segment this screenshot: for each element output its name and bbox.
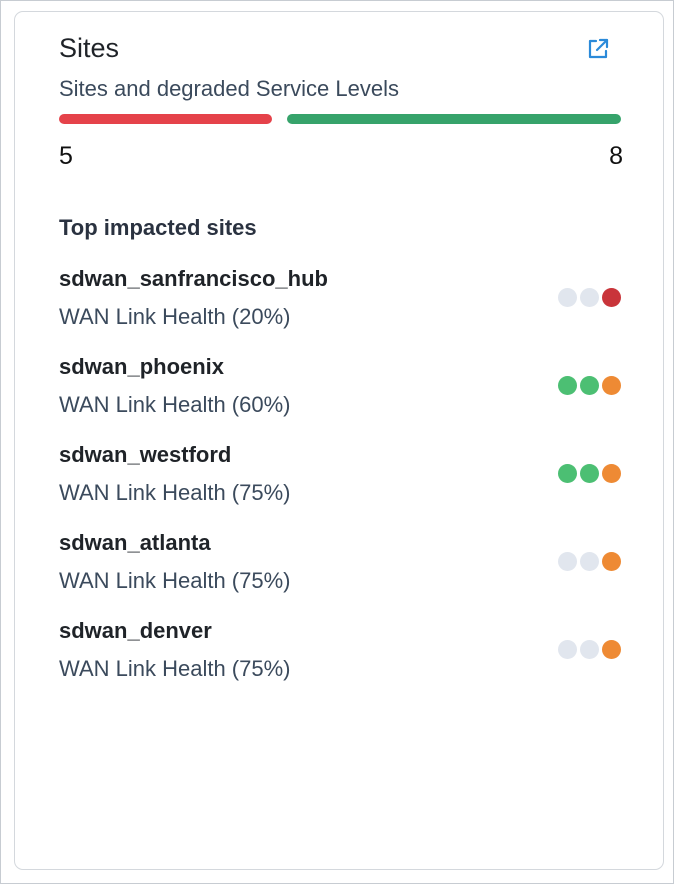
healthy-count: 8 <box>609 142 623 170</box>
site-name: sdwan_phoenix <box>59 354 225 379</box>
card-title: Sites <box>59 33 120 63</box>
status-dot <box>580 464 599 483</box>
status-dot <box>558 640 577 659</box>
service-level-indicator <box>558 552 621 572</box>
sites-card: Sites Sites and degraded Service Levels … <box>14 11 664 870</box>
external-link-icon[interactable] <box>585 36 611 62</box>
service-level-indicator <box>558 464 621 484</box>
status-dot <box>602 640 621 659</box>
site-list-item[interactable]: sdwan_phoenix WAN Link Health (60%) <box>59 354 623 442</box>
site-name: sdwan_sanfrancisco_hub <box>59 266 328 291</box>
impacted-site-list: sdwan_sanfrancisco_hub WAN Link Health (2… <box>59 266 623 706</box>
healthy-sites-bar <box>287 114 621 124</box>
status-dot <box>602 288 621 307</box>
site-name: sdwan_denver <box>59 618 212 643</box>
site-name: sdwan_atlanta <box>59 530 211 555</box>
site-list-item[interactable]: sdwan_denver WAN Link Health (75%) <box>59 618 623 706</box>
status-dot <box>580 552 599 571</box>
site-metric: WAN Link Health (75%) <box>59 480 291 505</box>
status-dot <box>602 464 621 483</box>
status-dot <box>602 552 621 571</box>
status-dot <box>558 552 577 571</box>
card-subtitle: Sites and degraded Service Levels <box>59 76 399 101</box>
status-dot <box>558 464 577 483</box>
site-metric: WAN Link Health (75%) <box>59 656 291 681</box>
service-level-indicator <box>558 288 621 308</box>
site-list-item[interactable]: sdwan_westford WAN Link Health (75%) <box>59 442 623 530</box>
service-level-indicator <box>558 640 621 660</box>
site-list-item[interactable]: sdwan_atlanta WAN Link Health (75%) <box>59 530 623 618</box>
status-dot <box>602 376 621 395</box>
site-name: sdwan_westford <box>59 442 232 467</box>
degraded-sites-bar <box>59 114 272 124</box>
status-dot <box>558 376 577 395</box>
status-dot <box>580 288 599 307</box>
site-metric: WAN Link Health (20%) <box>59 304 291 329</box>
status-dot <box>580 640 599 659</box>
degraded-count: 5 <box>59 142 73 170</box>
service-level-indicator <box>558 376 621 396</box>
site-metric: WAN Link Health (60%) <box>59 392 291 417</box>
status-dot <box>558 288 577 307</box>
site-list-item[interactable]: sdwan_sanfrancisco_hub WAN Link Health (2… <box>59 266 623 354</box>
top-impacted-heading: Top impacted sites <box>59 215 257 240</box>
site-metric: WAN Link Health (75%) <box>59 568 291 593</box>
status-dot <box>580 376 599 395</box>
